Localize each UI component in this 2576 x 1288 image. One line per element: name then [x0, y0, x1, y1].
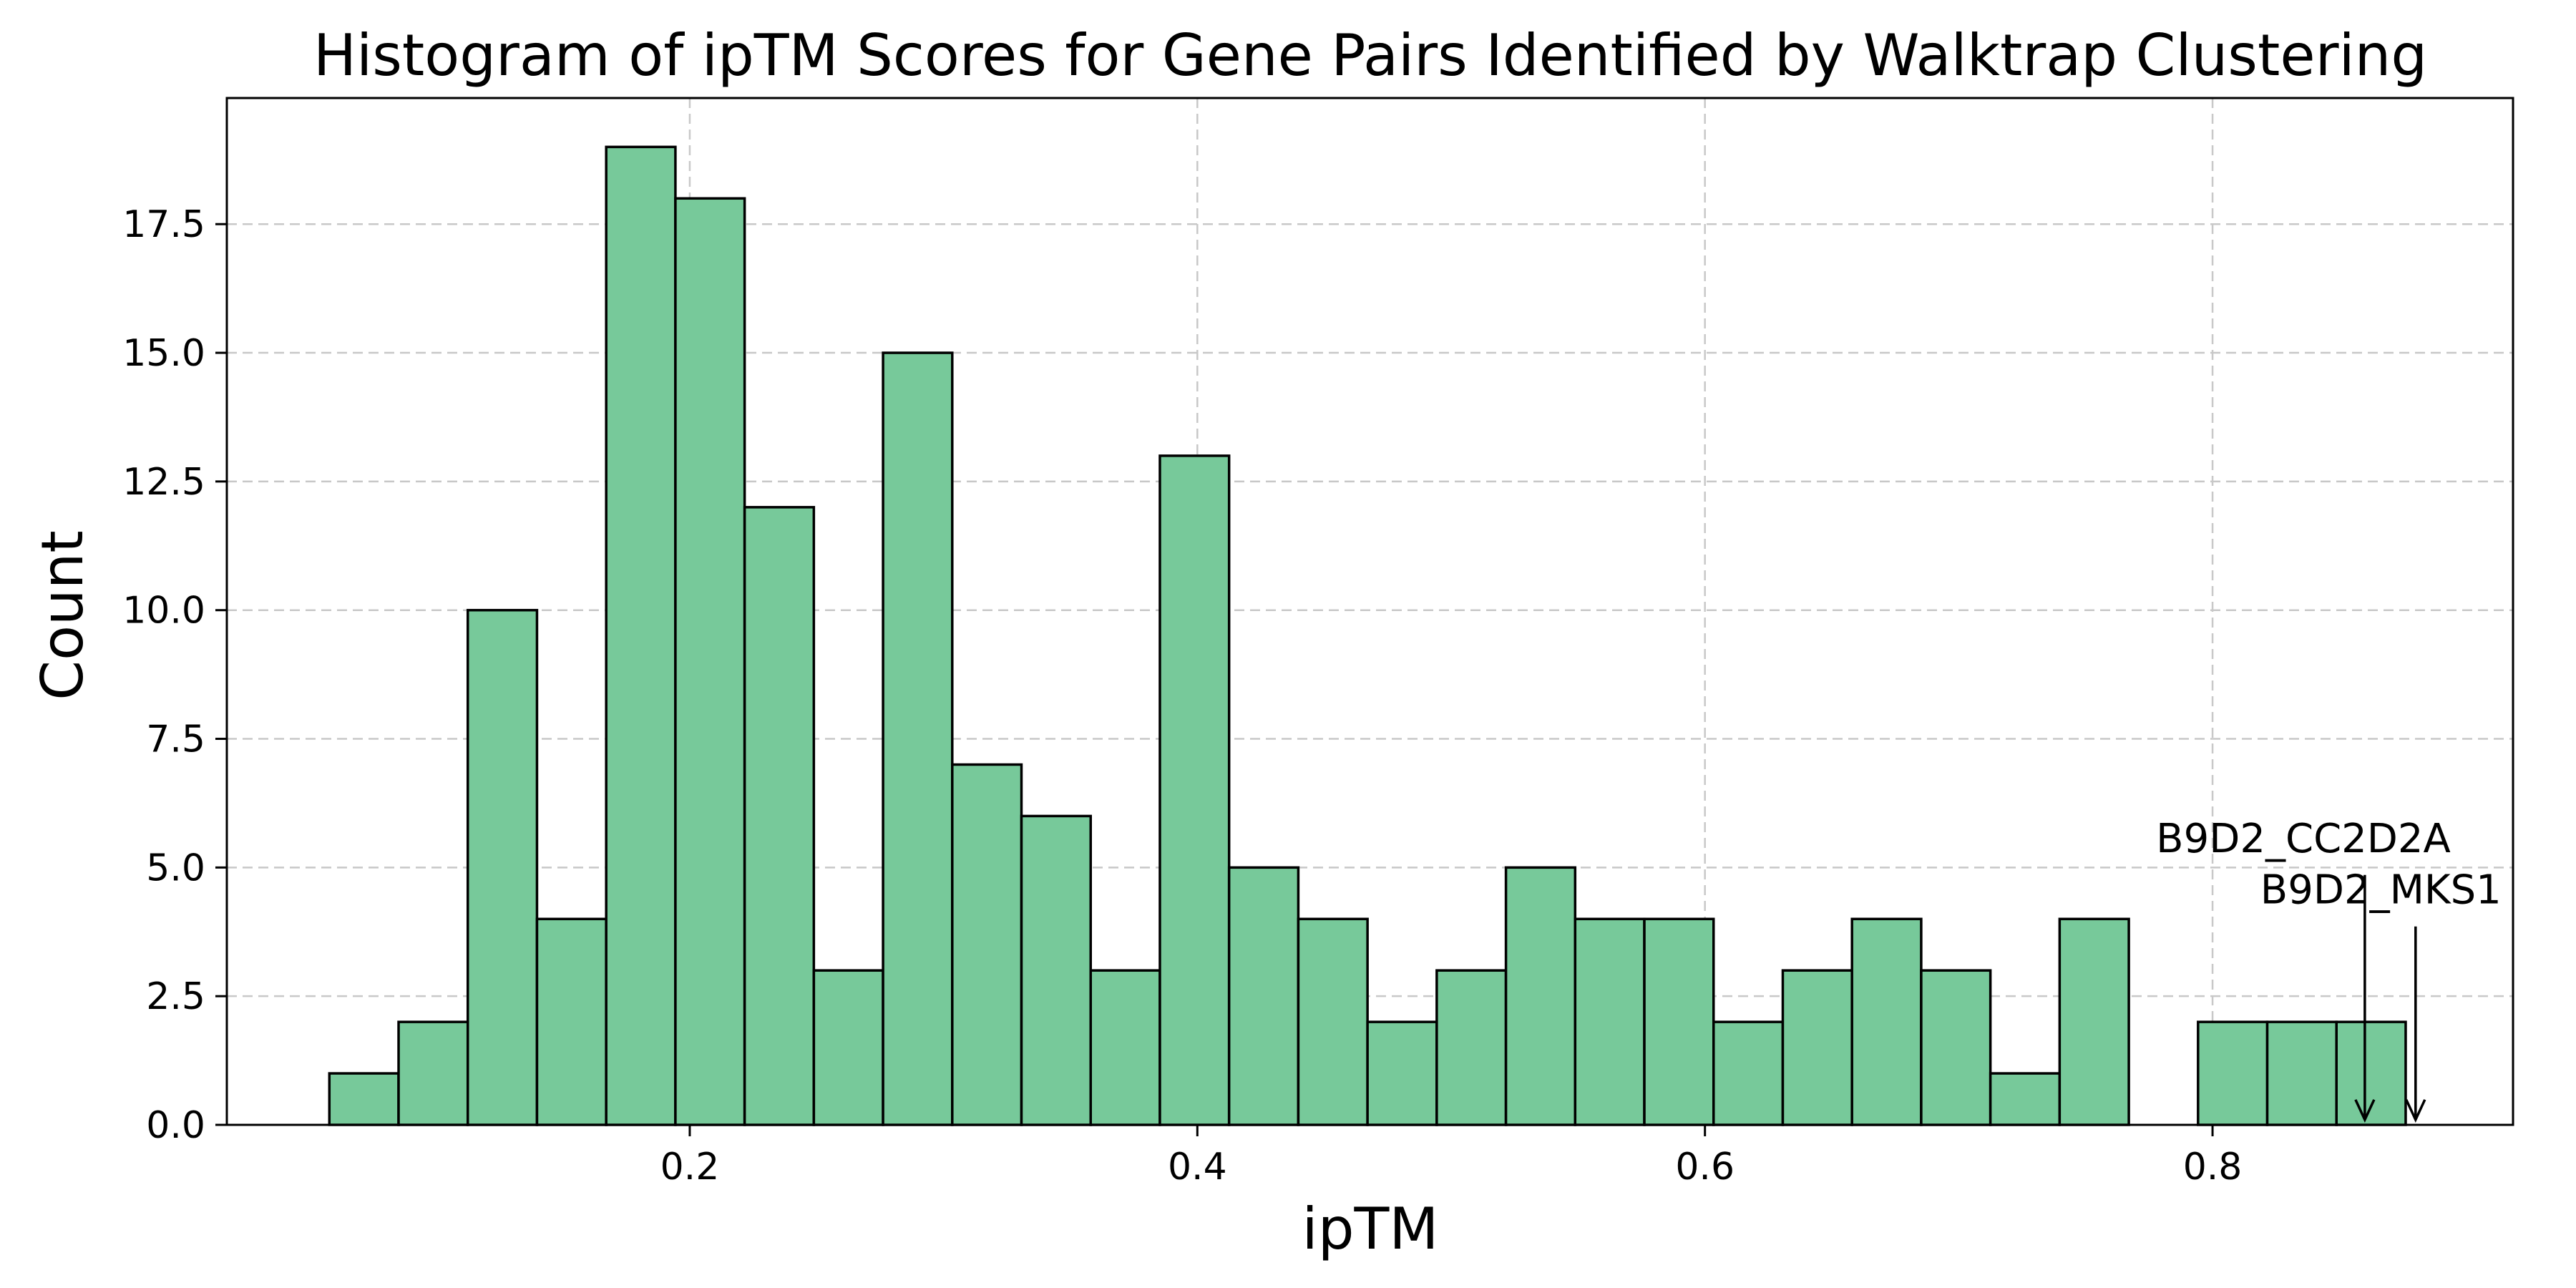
histogram-bar	[674, 197, 746, 1126]
y-tick-label: 2.5	[146, 975, 205, 1018]
histogram-bar	[2197, 1020, 2269, 1126]
x-tick-label: 0.8	[2183, 1146, 2243, 1189]
histogram-bar	[1089, 969, 1161, 1126]
histogram-bar	[1297, 917, 1369, 1126]
histogram-bar	[397, 1020, 469, 1126]
histogram-bar	[1504, 866, 1577, 1126]
x-axis-label: ipTM	[1302, 1196, 1439, 1262]
y-tick-label: 12.5	[122, 461, 205, 504]
x-axis-ticks: 0.2 0.4 0.6 0.8	[660, 1125, 2243, 1189]
annotation-label: B9D2_MKS1	[2260, 867, 2502, 914]
annotation-arrowhead	[2405, 1099, 2426, 1123]
y-tick-label: 5.0	[146, 847, 205, 889]
histogram-bar	[466, 608, 539, 1126]
histogram-bar	[1920, 969, 1992, 1126]
y-axis-label: Count	[29, 530, 96, 701]
histogram-bar	[1781, 969, 1853, 1126]
y-tick-label: 17.5	[122, 203, 205, 246]
histogram-bar	[535, 917, 608, 1126]
annotations: B9D2_CC2D2A B9D2_MKS1	[2156, 816, 2502, 1123]
histogram-bar	[1712, 1020, 1785, 1126]
histogram-bar	[951, 763, 1023, 1126]
x-tick-label: 0.2	[660, 1146, 720, 1189]
x-tick-label: 0.6	[1675, 1146, 1735, 1189]
y-tick-label: 10.0	[122, 590, 205, 633]
histogram-bar	[328, 1072, 400, 1126]
histogram-bar	[1850, 917, 1923, 1126]
y-tick-label: 7.5	[146, 718, 205, 761]
y-tick-label: 0.0	[146, 1104, 205, 1147]
histogram-bar	[1020, 814, 1092, 1126]
histogram-bar	[1989, 1072, 2062, 1126]
histogram-bar	[2058, 917, 2130, 1126]
histogram-bar	[1227, 866, 1300, 1126]
histogram-bar	[882, 351, 954, 1126]
histogram-bar	[1435, 969, 1508, 1126]
histogram-bars	[328, 145, 2407, 1126]
histogram-bar	[1643, 917, 1715, 1126]
annotation-label: B9D2_CC2D2A	[2156, 816, 2451, 862]
x-tick-label: 0.4	[1168, 1146, 1227, 1189]
histogram-bar	[605, 145, 677, 1126]
histogram-bar	[1158, 454, 1231, 1126]
histogram-bar	[2335, 1020, 2407, 1126]
histogram-bar	[743, 506, 816, 1126]
chart-title: Histogram of ipTM Scores for Gene Pairs …	[313, 22, 2427, 89]
histogram-bar	[812, 969, 884, 1126]
annotation-arrowhead	[2354, 1099, 2376, 1123]
histogram-bar	[1366, 1020, 1438, 1126]
histogram-bar	[1574, 917, 1646, 1126]
histogram-bar	[2265, 1020, 2338, 1126]
y-tick-label: 15.0	[122, 332, 205, 375]
y-axis-ticks: 0.0 2.5 5.0 7.5 10.0 12.5 15.0 17.5	[122, 203, 227, 1147]
plot-frame	[225, 97, 2514, 1126]
